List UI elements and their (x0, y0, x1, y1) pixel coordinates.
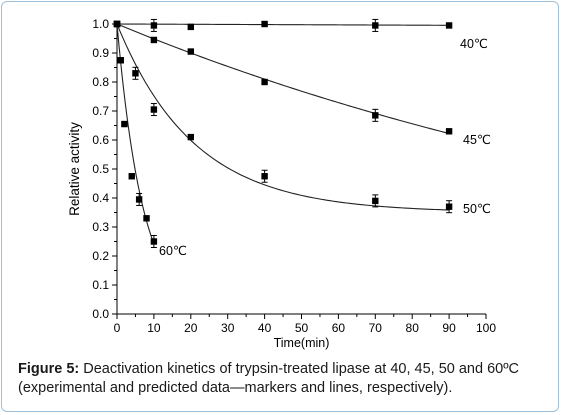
series-4: 60℃ (113, 20, 187, 258)
x-tick-label: 100 (476, 321, 496, 335)
caption-text: Deactivation kinetics of trypsin-treated… (18, 361, 519, 396)
x-tick-label: 40 (258, 321, 272, 335)
fit-line (116, 23, 450, 211)
y-axis-label: Relative activity (67, 122, 82, 216)
data-point (187, 23, 194, 31)
data-point (150, 36, 158, 44)
chart: 0.0 0.1 0.2 0.3 0.4 0.5 0.6 0.7 0.8 0.9 1.0 0 10 20 30… (67, 17, 496, 350)
data-point (128, 173, 135, 180)
series-label: 45℃ (463, 133, 491, 147)
data-point (150, 106, 158, 113)
y-tick-label: 0.8 (92, 75, 109, 89)
caption-label: Figure 5: (18, 361, 80, 377)
data-point (135, 196, 143, 203)
series-label: 60℃ (159, 244, 187, 258)
y-tick-label: 0.4 (92, 191, 109, 205)
data-point (372, 112, 379, 119)
data-point (261, 20, 268, 28)
data-point (187, 133, 194, 141)
y-tick-label: 0.2 (92, 249, 109, 263)
data-point (121, 120, 128, 128)
y-tick-label: 0.6 (92, 133, 109, 147)
series-2: 45℃ (113, 20, 491, 147)
data-point (372, 197, 379, 205)
figure-caption: Figure 5: Deactivation kinetics of tryps… (18, 360, 546, 398)
x-tick-label: 70 (369, 321, 383, 335)
data-point (150, 22, 158, 29)
x-tick-label: 90 (442, 321, 456, 335)
y-tick-label: 1.0 (92, 17, 109, 31)
series-1: 40℃ (113, 18, 488, 51)
x-tick-label: 30 (221, 321, 235, 335)
y-tick-label: 0.7 (92, 104, 109, 118)
data-point (445, 128, 453, 135)
x-tick-label: 80 (406, 321, 420, 335)
x-tick-label: 20 (184, 321, 198, 335)
x-tick-label: 10 (147, 321, 161, 335)
data-point (113, 20, 121, 28)
series-3: 50℃ (113, 20, 491, 216)
data-point (445, 22, 453, 29)
x-tick-label: 60 (332, 321, 346, 335)
data-point (143, 215, 150, 222)
data-point (132, 70, 139, 77)
x-tick-label: 0 (114, 321, 121, 335)
x-axis-label: Time(min) (274, 336, 330, 350)
data-point (445, 203, 453, 210)
y-tick-label: 0.1 (92, 278, 109, 292)
data-point (261, 173, 268, 180)
fit-line (116, 23, 450, 135)
data-point (187, 48, 194, 55)
data-point (261, 78, 268, 86)
data-point (150, 238, 158, 245)
data-point (117, 57, 124, 64)
y-tick-label: 0.0 (92, 307, 109, 321)
y-tick-label: 0.9 (92, 46, 109, 60)
x-tick-label: 50 (295, 321, 309, 335)
data-point (372, 22, 379, 29)
series-label: 50℃ (463, 202, 491, 216)
y-tick-label: 0.5 (92, 162, 109, 176)
fit-line (116, 23, 450, 26)
y-tick-label: 0.3 (92, 220, 109, 234)
series-label: 40℃ (460, 37, 488, 51)
fit-line (116, 23, 155, 245)
